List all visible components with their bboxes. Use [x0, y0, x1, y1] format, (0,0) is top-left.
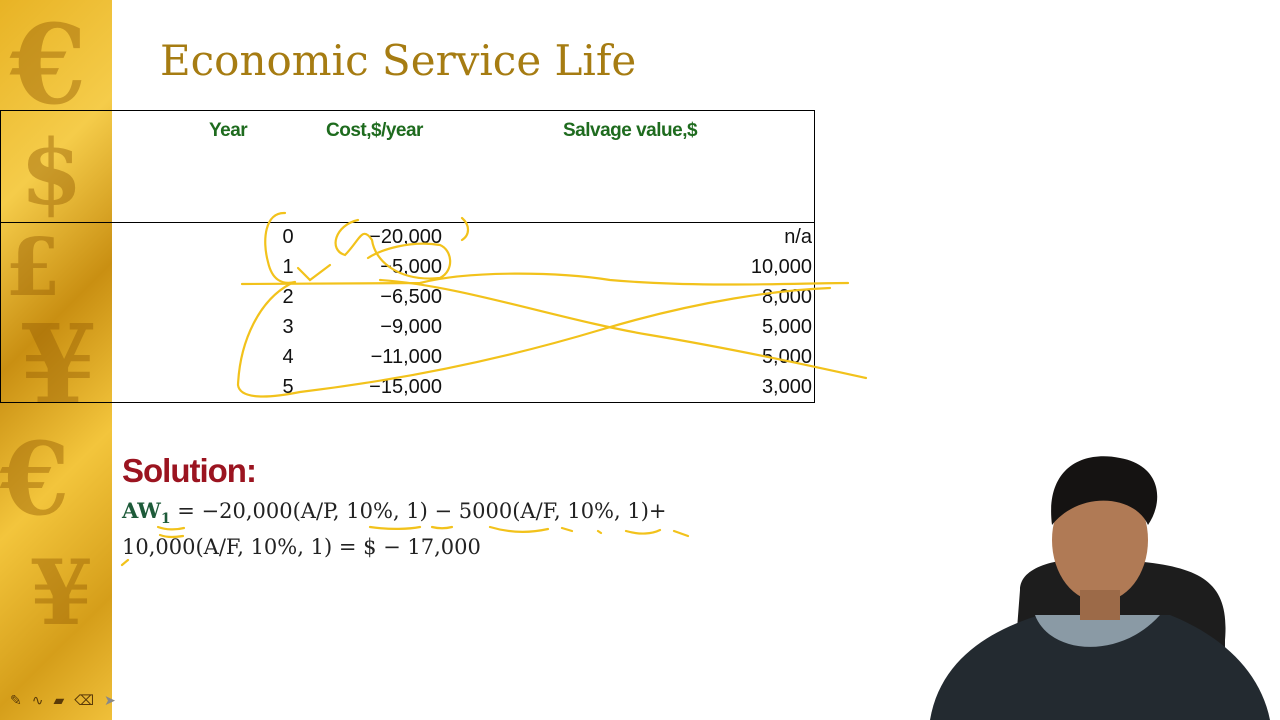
- equation-line-1-rest: = −20,000(A/P, 10%, 1) − 5000(A/F, 10%, …: [170, 499, 667, 523]
- table-cell-cost: −9,000: [380, 316, 442, 338]
- equation-line-2: 10,000(A/F, 10%, 1) = $ − 17,000: [122, 535, 481, 559]
- cost-table: [0, 110, 815, 403]
- decorative-currency-sidebar: € $ £ ¥ € ¥: [0, 0, 112, 720]
- slide-title: Economic Service Life: [160, 36, 637, 85]
- table-cell-cost: −20,000: [369, 226, 442, 248]
- yen-symbol-decoration: ¥: [20, 300, 97, 429]
- eraser-icon[interactable]: ⌫: [74, 692, 95, 708]
- solution-label: Solution:: [122, 452, 257, 489]
- table-header-divider: [0, 222, 815, 223]
- table-cell-year: 2: [282, 286, 294, 308]
- header-year: Year: [209, 120, 248, 141]
- annotation-underline-10pct: [368, 525, 422, 530]
- aw-symbol: AW: [122, 498, 161, 523]
- table-cell-salvage: n/a: [784, 226, 812, 248]
- table-cell-salvage: 10,000: [750, 256, 812, 278]
- pound-symbol-decoration: £: [5, 220, 61, 314]
- table-cell-year: 3: [282, 316, 294, 338]
- table-cell-salvage: 5,000: [761, 346, 812, 368]
- pen-toolbar: ✎ ∿ ▰ ⌫ ➤: [10, 692, 116, 709]
- table-cell-cost: −5,000: [380, 256, 442, 278]
- table-cell-year: 4: [282, 346, 294, 368]
- table-cell-salvage: 5,000: [761, 316, 812, 338]
- table-cell-year: 0: [282, 226, 294, 248]
- hood: [1035, 615, 1160, 647]
- highlighter-icon[interactable]: ▰: [53, 692, 65, 708]
- header-salvage: Salvage value,$: [563, 120, 698, 141]
- table-cell-salvage: 3,000: [761, 376, 812, 398]
- euro-symbol-decoration: €: [10, 0, 87, 129]
- neck: [1080, 590, 1120, 620]
- yen-symbol-decoration: ¥: [30, 540, 93, 646]
- pointer-icon[interactable]: ➤: [104, 692, 116, 708]
- euro-symbol-decoration: €: [0, 420, 70, 538]
- aw-subscript: 1: [160, 511, 171, 528]
- table-cell-cost: −15,000: [369, 376, 442, 398]
- header-cost: Cost,$/year: [326, 120, 423, 141]
- table-cell-year: 5: [282, 376, 294, 398]
- face: [1052, 478, 1148, 602]
- table-cell-salvage: 8,000: [761, 286, 812, 308]
- annotation-mark-10000: [120, 558, 130, 567]
- table-cell-year: 1: [282, 256, 294, 278]
- presenter-webcam: [930, 456, 1270, 720]
- curve-icon[interactable]: ∿: [31, 692, 44, 708]
- dollar-symbol-decoration: $: [20, 120, 83, 226]
- hair: [1051, 456, 1158, 525]
- table-cell-cost: −11,000: [370, 346, 442, 368]
- pen-icon[interactable]: ✎: [10, 692, 22, 708]
- annotation-underline-5000: [488, 525, 550, 533]
- table-cell-cost: −6,500: [380, 286, 442, 308]
- equation-line-1: AW1 = −20,000(A/P, 10%, 1) − 5000(A/F, 1…: [122, 498, 667, 527]
- annotation-underline-af: [560, 526, 690, 538]
- body: [930, 615, 1270, 720]
